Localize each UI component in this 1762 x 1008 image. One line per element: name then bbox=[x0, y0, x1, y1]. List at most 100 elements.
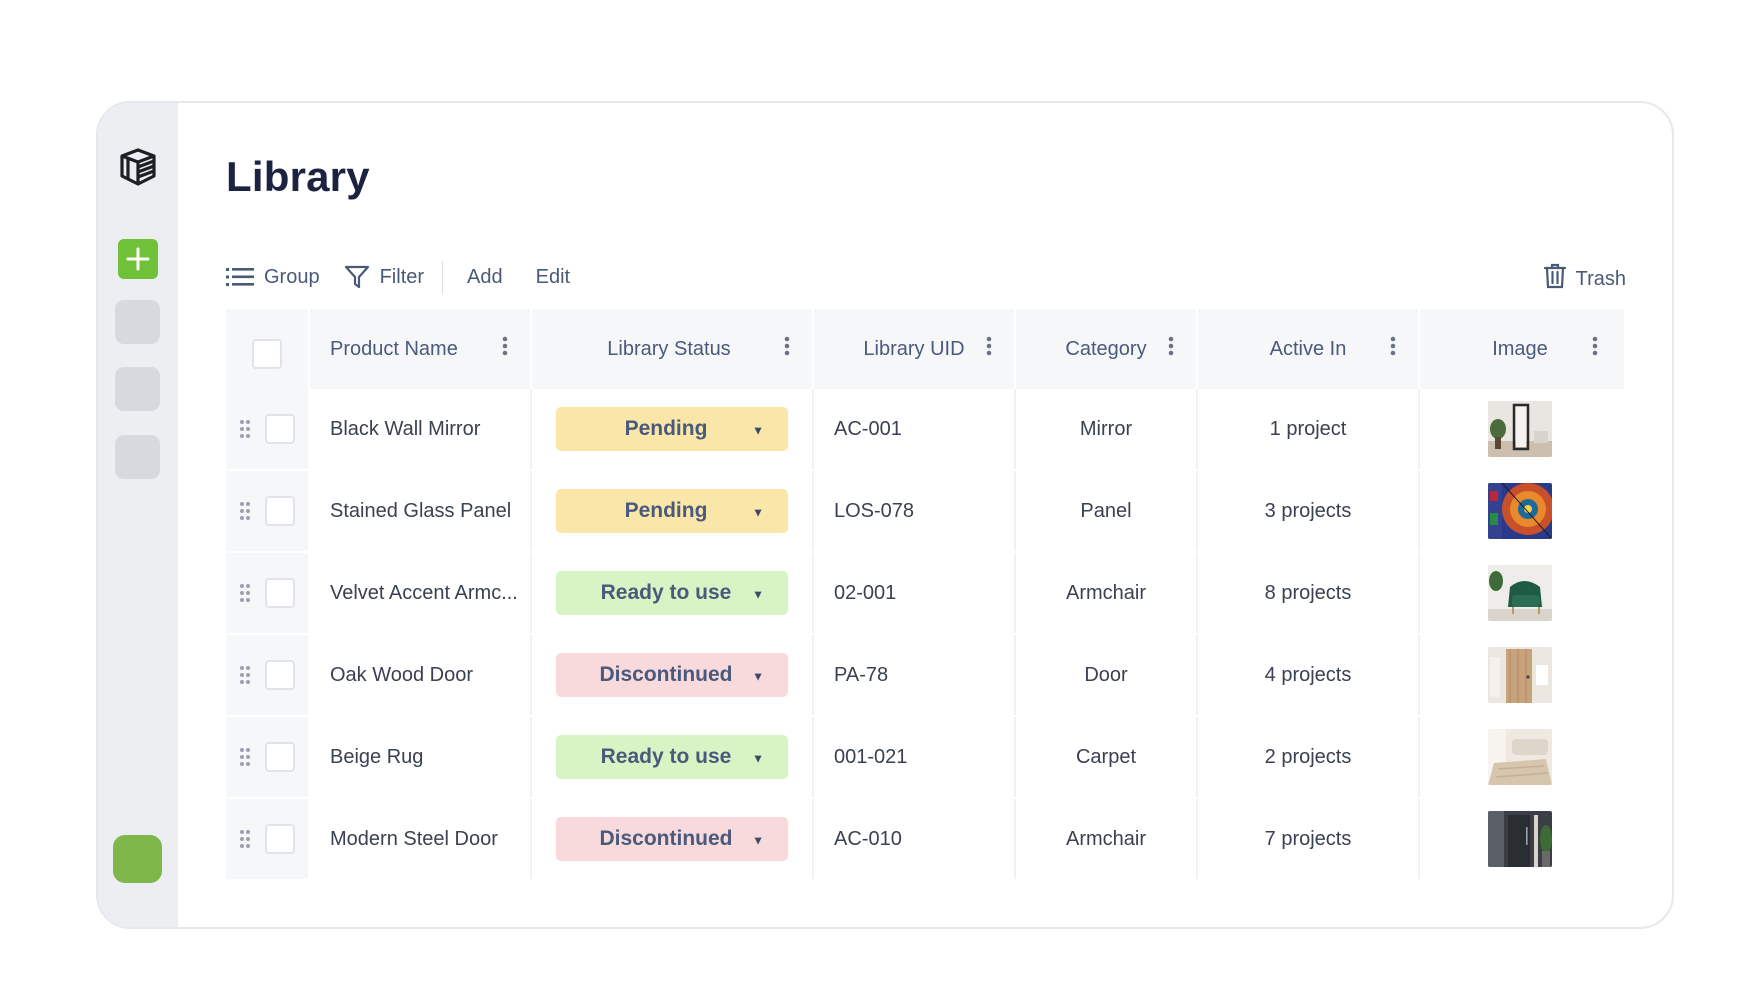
column-label: Library UID bbox=[863, 337, 965, 360]
toolbar: Group Filter Add Edit bbox=[226, 259, 570, 295]
row-select-cell bbox=[226, 471, 310, 551]
status-label: Discontinued bbox=[599, 827, 733, 850]
column-menu-icon[interactable] bbox=[1592, 336, 1598, 362]
column-menu-icon[interactable] bbox=[1390, 336, 1396, 362]
status-cell: Discontinued ▼ bbox=[532, 799, 814, 879]
filter-button[interactable]: Filter bbox=[344, 264, 424, 290]
trash-button[interactable]: Trash bbox=[1543, 263, 1626, 295]
row-select-cell bbox=[226, 635, 310, 715]
drag-handle-icon[interactable] bbox=[239, 501, 251, 521]
column-menu-icon[interactable] bbox=[502, 336, 508, 362]
row-checkbox[interactable] bbox=[265, 496, 295, 526]
status-cell: Discontinued ▼ bbox=[532, 635, 814, 715]
column-header-library-uid[interactable]: Library UID bbox=[814, 309, 1016, 389]
caret-down-icon: ▼ bbox=[752, 751, 764, 766]
row-select-cell bbox=[226, 389, 310, 469]
caret-down-icon: ▼ bbox=[752, 505, 764, 520]
active-in-cell[interactable]: 8 projects bbox=[1198, 553, 1420, 633]
sidebar-nav-item-3[interactable] bbox=[115, 435, 160, 479]
status-label: Discontinued bbox=[599, 663, 733, 686]
library-uid-cell: AC-001 bbox=[814, 389, 1016, 469]
drag-handle-icon[interactable] bbox=[239, 583, 251, 603]
sidebar-nav-item-1[interactable] bbox=[115, 300, 160, 344]
status-cell: Pending ▼ bbox=[532, 389, 814, 469]
stacked-cube-icon[interactable] bbox=[118, 147, 158, 187]
select-all-checkbox[interactable] bbox=[252, 339, 282, 369]
category-cell: Mirror bbox=[1016, 389, 1198, 469]
active-in-cell[interactable]: 3 projects bbox=[1198, 471, 1420, 551]
drag-handle-icon[interactable] bbox=[239, 665, 251, 685]
caret-down-icon: ▼ bbox=[752, 833, 764, 848]
edit-button[interactable]: Edit bbox=[536, 266, 570, 289]
sidebar bbox=[98, 103, 178, 927]
group-button[interactable]: Group bbox=[226, 266, 320, 289]
status-dropdown[interactable]: Ready to use ▼ bbox=[556, 571, 788, 615]
status-label: Ready to use bbox=[600, 581, 732, 604]
category-cell: Armchair bbox=[1016, 553, 1198, 633]
status-cell: Pending ▼ bbox=[532, 471, 814, 551]
active-in-cell[interactable]: 1 project bbox=[1198, 389, 1420, 469]
product-name-cell[interactable]: Velvet Accent Armc... bbox=[310, 553, 532, 633]
drag-handle-icon[interactable] bbox=[239, 419, 251, 439]
product-name-cell[interactable]: Oak Wood Door bbox=[310, 635, 532, 715]
image-cell bbox=[1420, 553, 1620, 633]
column-header-active-in[interactable]: Active In bbox=[1198, 309, 1420, 389]
trash-label: Trash bbox=[1575, 267, 1626, 290]
sidebar-nav-item-2[interactable] bbox=[115, 367, 160, 411]
library-uid-cell: PA-78 bbox=[814, 635, 1016, 715]
add-button[interactable]: Add bbox=[467, 266, 503, 289]
table-body: Black Wall Mirror Pending ▼ AC-001 Mirror 1 p… bbox=[226, 389, 1624, 881]
table-row[interactable]: Black Wall Mirror Pending ▼ AC-001 Mirror 1 p… bbox=[226, 389, 1624, 471]
product-name-cell[interactable]: Beige Rug bbox=[310, 717, 532, 797]
row-select-cell bbox=[226, 717, 310, 797]
image-cell bbox=[1420, 389, 1620, 469]
add-new-button[interactable] bbox=[118, 239, 158, 279]
row-checkbox[interactable] bbox=[265, 742, 295, 772]
armchair-thumbnail[interactable] bbox=[1488, 565, 1552, 621]
product-name-cell[interactable]: Stained Glass Panel bbox=[310, 471, 532, 551]
column-menu-icon[interactable] bbox=[986, 336, 992, 362]
steel-door-thumbnail[interactable] bbox=[1488, 811, 1552, 867]
column-menu-icon[interactable] bbox=[784, 336, 790, 362]
table-row[interactable]: Velvet Accent Armc... Ready to use ▼ 02-001… bbox=[226, 553, 1624, 635]
active-in-cell[interactable]: 7 projects bbox=[1198, 799, 1420, 879]
library-uid-cell: 001-021 bbox=[814, 717, 1016, 797]
stained-glass-thumbnail[interactable] bbox=[1488, 483, 1552, 539]
rug-thumbnail[interactable] bbox=[1488, 729, 1552, 785]
active-in-cell[interactable]: 4 projects bbox=[1198, 635, 1420, 715]
row-checkbox[interactable] bbox=[265, 660, 295, 690]
table-row[interactable]: Stained Glass Panel Pending ▼ LOS-078 Panel 3… bbox=[226, 471, 1624, 553]
status-dropdown[interactable]: Ready to use ▼ bbox=[556, 735, 788, 779]
mirror-thumbnail[interactable] bbox=[1488, 401, 1552, 457]
active-in-cell[interactable]: 2 projects bbox=[1198, 717, 1420, 797]
status-dropdown[interactable]: Discontinued ▼ bbox=[556, 653, 788, 697]
drag-handle-icon[interactable] bbox=[239, 747, 251, 767]
column-label: Active In bbox=[1269, 337, 1347, 360]
user-avatar[interactable] bbox=[113, 835, 162, 883]
product-name-cell[interactable]: Black Wall Mirror bbox=[310, 389, 532, 469]
column-header-category[interactable]: Category bbox=[1016, 309, 1198, 389]
group-label: Group bbox=[264, 265, 320, 288]
trash-icon bbox=[1543, 263, 1566, 295]
table-row[interactable]: Modern Steel Door Discontinued ▼ AC-010 Armc… bbox=[226, 799, 1624, 881]
column-header-library-status[interactable]: Library Status bbox=[532, 309, 814, 389]
column-header-product-name[interactable]: Product Name bbox=[310, 309, 532, 389]
product-name-cell[interactable]: Modern Steel Door bbox=[310, 799, 532, 879]
row-checkbox[interactable] bbox=[265, 414, 295, 444]
column-label: Category bbox=[1065, 337, 1147, 360]
status-dropdown[interactable]: Pending ▼ bbox=[556, 407, 788, 451]
column-menu-icon[interactable] bbox=[1168, 336, 1174, 362]
app-window: Library Group bbox=[96, 101, 1674, 929]
table-row[interactable]: Beige Rug Ready to use ▼ 001-021 Carpet 2 pro… bbox=[226, 717, 1624, 799]
caret-down-icon: ▼ bbox=[752, 587, 764, 602]
toolbar-divider bbox=[442, 261, 444, 293]
status-dropdown[interactable]: Discontinued ▼ bbox=[556, 817, 788, 861]
wood-door-thumbnail[interactable] bbox=[1488, 647, 1552, 703]
column-header-image[interactable]: Image bbox=[1420, 309, 1620, 389]
row-checkbox[interactable] bbox=[265, 824, 295, 854]
status-dropdown[interactable]: Pending ▼ bbox=[556, 489, 788, 533]
table-row[interactable]: Oak Wood Door Discontinued ▼ PA-78 Door 4 pro… bbox=[226, 635, 1624, 717]
status-cell: Ready to use ▼ bbox=[532, 553, 814, 633]
row-checkbox[interactable] bbox=[265, 578, 295, 608]
drag-handle-icon[interactable] bbox=[239, 829, 251, 849]
